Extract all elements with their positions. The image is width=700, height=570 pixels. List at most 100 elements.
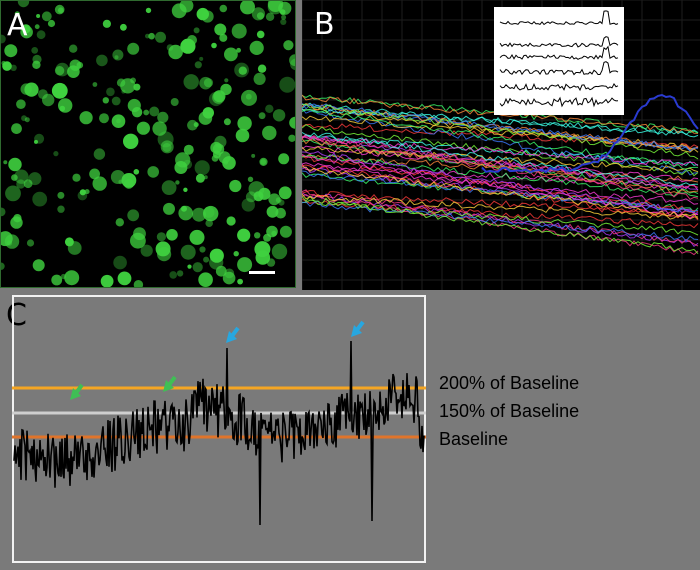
cell-blob (280, 18, 287, 25)
cell-blob (219, 33, 228, 42)
cell-blob (156, 232, 166, 242)
cell-blob (234, 62, 250, 78)
cell-blob (187, 119, 198, 131)
traces-inset (494, 7, 624, 115)
cell-blob (51, 274, 63, 286)
cell-blob (111, 114, 126, 128)
cell-blob (149, 106, 160, 117)
activity-trace (13, 340, 425, 526)
cell-blob (205, 219, 213, 227)
cell-blob (34, 24, 40, 30)
cell-blob (168, 44, 183, 60)
cell-blob (203, 256, 210, 263)
cell-blob (279, 9, 286, 15)
cell-blob (121, 173, 137, 188)
cell-blob (64, 237, 74, 247)
green-arrow-icon (163, 375, 177, 392)
cell-blob (112, 49, 124, 61)
cell-blob (231, 23, 247, 39)
cell-blob (4, 44, 18, 58)
inset-traces (499, 10, 619, 108)
cell-blob (4, 234, 20, 249)
cell-blob (199, 246, 206, 253)
green-arrow-icon-head (163, 380, 174, 392)
cell-blob (10, 64, 17, 71)
cell-blob (289, 54, 295, 67)
cell-blob (236, 47, 242, 53)
cell-blob (203, 205, 219, 222)
cell-blob (254, 241, 271, 258)
trace-line (302, 131, 698, 187)
cell-blob (235, 128, 250, 143)
cell-blob (147, 166, 159, 178)
cell-blob (5, 185, 21, 202)
cell-blob (69, 44, 78, 53)
cell-blob (183, 187, 188, 192)
cell-blob (127, 209, 140, 222)
trace-line (302, 189, 699, 247)
cell-blob (237, 278, 244, 285)
cell-blob (258, 112, 266, 120)
cell-blob (28, 172, 42, 186)
inset-trace (499, 45, 619, 60)
cell-blob (47, 19, 56, 28)
cell-blob (42, 93, 55, 107)
trace-frame (12, 295, 426, 563)
cell-blob (169, 271, 177, 279)
cell-blob (163, 202, 175, 215)
trace-line (302, 108, 698, 170)
cell-blob (11, 123, 22, 134)
cell-blob (183, 74, 199, 90)
blue-arrow-icon (351, 320, 365, 337)
cell-blob (180, 38, 196, 54)
cell-blob (209, 248, 224, 263)
cell-blob (224, 78, 229, 83)
cell-blob (13, 214, 22, 223)
cell-blob (133, 280, 144, 287)
cell-blob (72, 173, 81, 182)
panel-a-micrograph: A (0, 0, 296, 288)
cell-blob (275, 197, 282, 204)
cell-blob (152, 121, 167, 136)
micrograph-image (1, 1, 295, 287)
cell-blob (203, 78, 214, 88)
cell-blob (271, 243, 288, 260)
cell-blob (34, 133, 45, 144)
cell-blob (192, 262, 203, 273)
cell-blob (60, 273, 67, 280)
cell-blob (133, 169, 140, 175)
cell-blob (36, 14, 41, 18)
cell-blob (127, 98, 141, 113)
panel-b-letter: B (314, 7, 335, 42)
cell-blob (8, 157, 22, 172)
cell-blob (254, 232, 261, 239)
cell-blob (202, 107, 214, 119)
cell-blob (84, 189, 90, 195)
cell-blob (281, 14, 287, 20)
inset-trace (499, 82, 619, 92)
cell-blob (16, 99, 26, 109)
trace-line (302, 155, 699, 213)
cell-blob (194, 61, 202, 69)
cell-blob (123, 133, 139, 149)
panel-c-letter: C (6, 298, 27, 333)
cell-blob (1, 34, 6, 44)
cell-blob (211, 42, 217, 49)
cell-blob (187, 264, 192, 269)
cell-blob (34, 139, 38, 144)
trace-line (302, 199, 699, 236)
cell-blob (36, 30, 46, 40)
cell-blob (145, 33, 150, 39)
cell-blob (133, 83, 141, 91)
cell-blob (237, 257, 253, 273)
trace-line (302, 134, 699, 167)
cell-blob (67, 65, 80, 78)
cell-blob (157, 111, 169, 123)
cell-blob (198, 272, 213, 287)
inset-trace (499, 61, 619, 76)
cell-blob (92, 176, 107, 191)
cell-blob (16, 179, 26, 189)
cell-blob (100, 274, 114, 287)
cell-blob (24, 117, 30, 123)
cell-blob (117, 271, 132, 286)
